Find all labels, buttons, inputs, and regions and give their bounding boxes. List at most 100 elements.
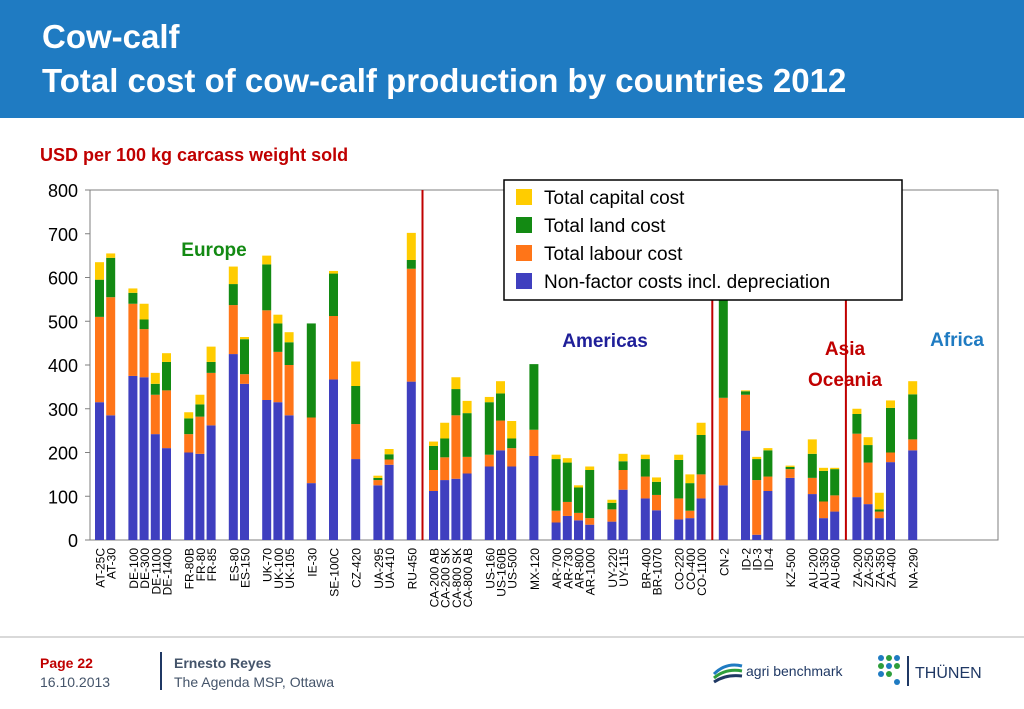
bar-segment-labour [763, 476, 773, 491]
footer-author: Ernesto Reyes [174, 655, 272, 671]
x-tick-label: ZA-350 [873, 548, 887, 588]
region-label-americas: Americas [562, 331, 648, 352]
bar-segment-capital [150, 372, 160, 384]
x-tick-label: UY-220 [606, 548, 620, 588]
legend-box [503, 179, 903, 301]
bar-segment-labour [696, 474, 706, 499]
bar-segment-capital [607, 499, 617, 503]
x-tick-label: IE-30 [305, 548, 319, 577]
x-tick-label: ID-3 [751, 548, 765, 571]
bar-segment-land [228, 284, 238, 306]
unit-label: USD per 100 kg carcass weight sold [40, 145, 349, 165]
bar-segment-capital [863, 437, 873, 446]
bar-segment-non-factor [807, 494, 817, 540]
page-number: Page 22 [40, 655, 93, 671]
bar-segment-labour [741, 394, 750, 431]
bar-segment-labour [284, 365, 294, 416]
bar-segment-capital [228, 266, 238, 285]
bar-segment-capital [574, 485, 583, 488]
bar-segment-non-factor [106, 415, 116, 540]
bar-segment-capital [284, 332, 294, 343]
bar-segment-land [206, 361, 216, 373]
bar-segment-capital [685, 474, 695, 484]
bar-segment-land [863, 445, 873, 463]
bar-segment-labour [95, 316, 104, 403]
bar-segment-land [574, 487, 583, 513]
bar-segment-labour [184, 434, 194, 453]
bar-segment-land [162, 361, 171, 391]
bar-segment-capital [696, 422, 706, 435]
x-tick-label: UK-100 [272, 548, 286, 589]
bar-segment-land [752, 459, 762, 481]
bar-segment-land [819, 470, 828, 502]
x-tick-label: CO-1100 [695, 548, 709, 596]
bar-segment-capital [329, 270, 338, 274]
bar-segment-labour [863, 462, 873, 505]
bar-segment-land [384, 454, 394, 460]
bar-segment-land [741, 391, 750, 395]
bar-segment-non-factor [618, 489, 628, 540]
bar-segment-land [718, 209, 728, 398]
x-tick-label: NA-290 [907, 548, 921, 589]
bar-segment-labour [206, 372, 216, 426]
legend-swatch [516, 273, 532, 289]
bar-segment-labour [908, 439, 918, 451]
bar-segment-labour [462, 456, 472, 474]
bar-segment-capital [162, 353, 171, 362]
slide-title-line-2: Total cost of cow-calf production by cou… [42, 62, 847, 99]
bar-segment-non-factor [462, 473, 472, 540]
x-tick-label: DE-1400 [161, 548, 175, 596]
bar-segment-capital [908, 381, 918, 395]
bar-segment-labour [162, 390, 171, 449]
bar-segment-labour [830, 495, 840, 512]
bar-segment-non-factor [306, 483, 316, 540]
bar-segment-labour [585, 518, 595, 525]
bar-segment-labour [618, 470, 628, 490]
bar-segment-land [284, 342, 294, 365]
region-label-oceania: Oceania [808, 370, 882, 391]
x-tick-label: ES-80 [227, 548, 241, 582]
bar-segment-non-factor [240, 383, 249, 540]
bar-segment-non-factor [752, 534, 762, 540]
bar-segment-non-factor [785, 477, 795, 540]
x-tick-label: CA-200 SK [439, 548, 453, 608]
bar-segment-land [95, 279, 104, 317]
y-tick-label: 300 [48, 400, 78, 420]
bar-segment-labour [451, 415, 461, 479]
x-tick-label: CA-800 AB [461, 548, 475, 607]
bar-segment-land [618, 461, 628, 470]
bar-segment-capital [562, 458, 572, 463]
bar-segment-capital [741, 390, 750, 392]
x-tick-label: AR-730 [561, 548, 575, 589]
bar-segment-land [874, 509, 884, 512]
bar-segment-labour [574, 512, 583, 521]
y-tick-label: 800 [48, 181, 78, 201]
bar-segment-capital [874, 492, 884, 510]
bar-segment-land [496, 393, 505, 421]
bar-segment-non-factor [206, 425, 216, 540]
bar-segment-land [306, 323, 316, 418]
bar-segment-land [830, 469, 840, 496]
y-tick-label: 400 [48, 356, 78, 376]
x-tick-label: AR-800 [573, 548, 587, 589]
legend-entry: Total labour cost [544, 244, 683, 265]
bar-segment-labour [496, 420, 505, 451]
x-tick-label: CO-400 [684, 548, 698, 590]
bar-segment-land [373, 477, 383, 481]
y-tick-label: 200 [48, 444, 78, 464]
region-label-africa: Africa [930, 330, 984, 351]
bar-segment-non-factor [874, 518, 884, 540]
x-tick-label: AR-1000 [584, 548, 598, 596]
x-tick-label: ZA-250 [862, 548, 876, 588]
bar-segment-land [696, 435, 706, 475]
bar-segment-land [351, 386, 361, 425]
y-tick-label: 500 [48, 312, 78, 332]
x-tick-label: SE-100C [328, 548, 342, 597]
x-tick-label: AR-700 [550, 548, 564, 589]
bar-segment-capital [95, 262, 104, 280]
bar-segment-capital [273, 314, 283, 324]
bar-segment-labour [240, 374, 249, 384]
bar-segment-land [273, 323, 283, 352]
bar-segment-non-factor [863, 504, 873, 540]
legend-swatch [516, 245, 532, 261]
